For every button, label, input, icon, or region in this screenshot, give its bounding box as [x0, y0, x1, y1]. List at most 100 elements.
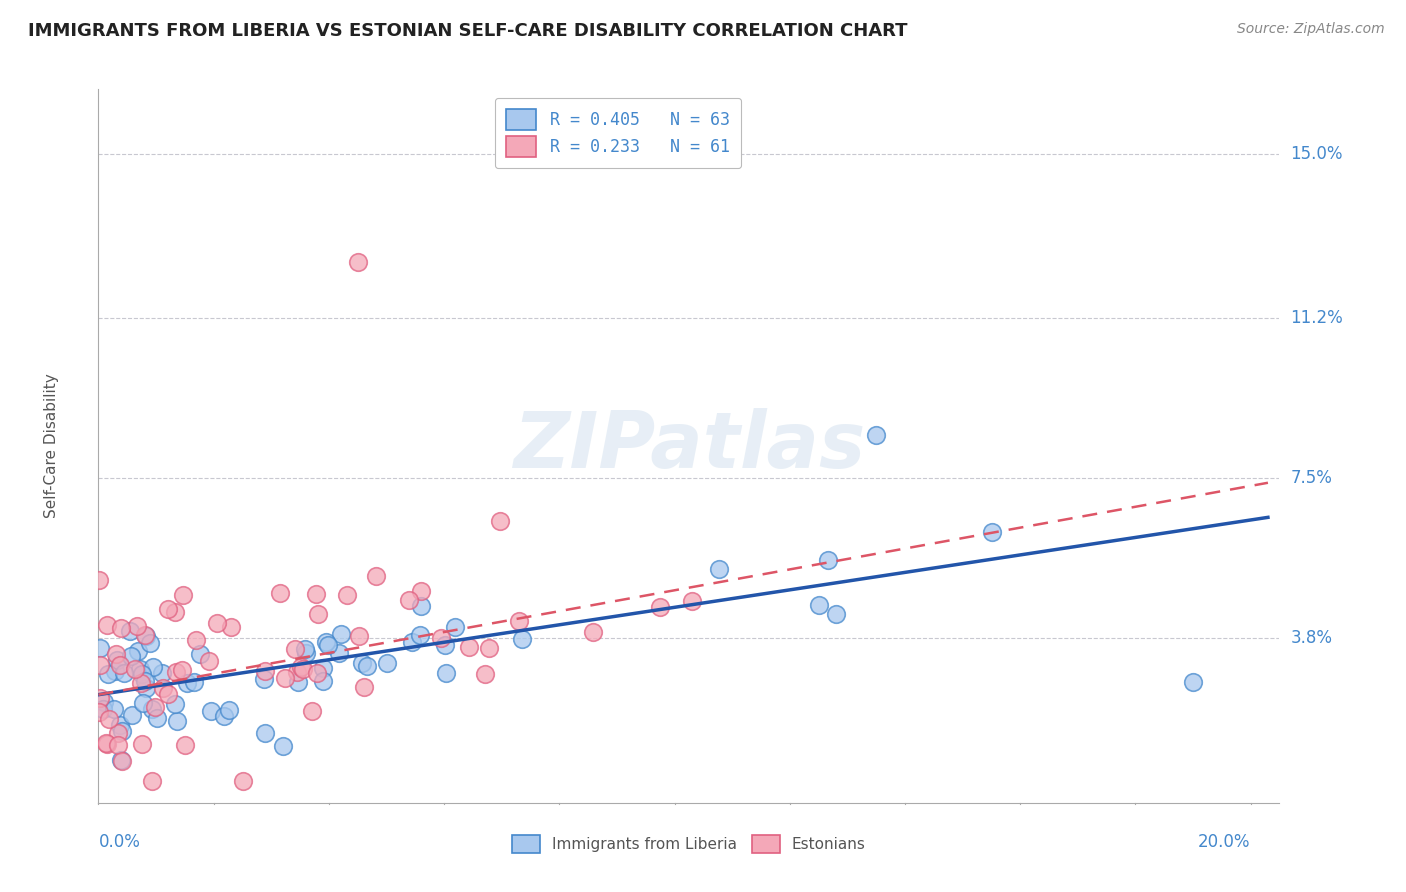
Point	[825, 607, 848, 622]
Point	[510, 632, 533, 646]
Point	[197, 654, 219, 668]
Point	[135, 681, 157, 695]
Point	[166, 714, 188, 728]
Point	[108, 657, 131, 672]
Point	[152, 681, 174, 695]
Point	[127, 644, 149, 658]
Point	[352, 656, 374, 670]
Text: 11.2%: 11.2%	[1291, 310, 1343, 327]
Point	[89, 691, 111, 706]
Point	[356, 659, 378, 673]
Point	[328, 646, 350, 660]
Point	[143, 699, 166, 714]
Point	[184, 633, 207, 648]
Point	[377, 656, 399, 670]
Point	[433, 639, 456, 653]
Point	[91, 702, 114, 716]
Point	[218, 703, 240, 717]
Point	[349, 629, 371, 643]
Point	[89, 573, 111, 587]
Point	[409, 628, 432, 642]
Point	[274, 671, 297, 685]
Point	[163, 698, 186, 712]
Point	[146, 711, 169, 725]
Text: Source: ZipAtlas.com: Source: ZipAtlas.com	[1237, 22, 1385, 37]
Point	[283, 641, 305, 656]
Point	[346, 255, 368, 269]
Point	[150, 666, 173, 681]
Point	[111, 754, 134, 768]
Point	[287, 675, 309, 690]
Point	[401, 635, 423, 649]
Point	[157, 687, 180, 701]
Point	[97, 667, 120, 681]
Point	[105, 647, 128, 661]
Point	[294, 642, 316, 657]
Text: 0.0%: 0.0%	[98, 833, 141, 851]
Text: 3.8%: 3.8%	[1291, 630, 1333, 648]
Point	[444, 620, 467, 634]
Point	[97, 713, 120, 727]
Point	[311, 661, 333, 675]
Point	[232, 774, 254, 789]
Point	[165, 665, 187, 680]
Point	[129, 662, 152, 676]
Point	[200, 704, 222, 718]
Point	[87, 706, 110, 720]
Text: 20.0%: 20.0%	[1198, 833, 1251, 851]
Point	[131, 666, 153, 681]
Point	[1182, 674, 1205, 689]
Point	[221, 620, 243, 634]
Point	[134, 673, 156, 688]
Point	[111, 723, 134, 738]
Point	[141, 774, 163, 789]
Legend: Immigrants from Liberia, Estonians: Immigrants from Liberia, Estonians	[506, 829, 872, 859]
Point	[707, 562, 730, 576]
Point	[103, 701, 125, 715]
Point	[89, 640, 111, 655]
Point	[138, 636, 160, 650]
Point	[582, 624, 605, 639]
Point	[135, 629, 157, 643]
Point	[253, 672, 276, 686]
Point	[131, 738, 153, 752]
Point	[285, 665, 308, 679]
Point	[170, 663, 193, 677]
Point	[157, 601, 180, 615]
Point	[291, 662, 314, 676]
Point	[129, 675, 152, 690]
Point	[290, 660, 312, 674]
Point	[269, 585, 291, 599]
Point	[141, 702, 163, 716]
Point	[305, 587, 328, 601]
Text: 7.5%: 7.5%	[1291, 469, 1333, 487]
Point	[188, 647, 211, 661]
Point	[118, 624, 141, 639]
Point	[142, 660, 165, 674]
Point	[817, 552, 839, 566]
Point	[94, 736, 117, 750]
Point	[981, 525, 1004, 540]
Point	[134, 628, 156, 642]
Point	[104, 665, 127, 679]
Point	[273, 739, 295, 753]
Text: Self-Care Disability: Self-Care Disability	[44, 374, 59, 518]
Point	[301, 704, 323, 718]
Point	[212, 709, 235, 723]
Point	[457, 640, 479, 655]
Point	[107, 726, 129, 740]
Point	[411, 584, 433, 599]
Point	[335, 588, 357, 602]
Text: ZIPatlas: ZIPatlas	[513, 408, 865, 484]
Point	[430, 631, 453, 645]
Point	[96, 617, 118, 632]
Point	[176, 676, 198, 690]
Point	[163, 605, 186, 619]
Point	[96, 737, 118, 751]
Point	[489, 514, 512, 528]
Point	[93, 695, 115, 709]
Point	[125, 619, 148, 633]
Point	[105, 653, 128, 667]
Point	[865, 428, 887, 442]
Point	[808, 599, 831, 613]
